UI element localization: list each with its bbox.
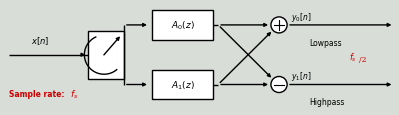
Text: /2: /2 — [359, 56, 366, 64]
Ellipse shape — [271, 18, 287, 34]
Text: $y_0[n]$: $y_0[n]$ — [291, 11, 312, 23]
Bar — [152, 11, 213, 40]
Text: $x[n]$: $x[n]$ — [31, 34, 49, 46]
Bar — [152, 70, 213, 100]
Text: Sample rate:: Sample rate: — [9, 89, 67, 98]
Ellipse shape — [271, 77, 287, 93]
Text: $f_s$: $f_s$ — [70, 88, 79, 100]
Text: $A_1(z)$: $A_1(z)$ — [171, 79, 195, 91]
Text: Highpass: Highpass — [309, 97, 344, 106]
Text: $f_s$: $f_s$ — [349, 51, 356, 64]
Text: $A_0(z)$: $A_0(z)$ — [171, 19, 195, 32]
Text: Lowpass: Lowpass — [309, 38, 342, 47]
Text: $y_1[n]$: $y_1[n]$ — [291, 70, 312, 82]
Bar — [88, 31, 124, 79]
